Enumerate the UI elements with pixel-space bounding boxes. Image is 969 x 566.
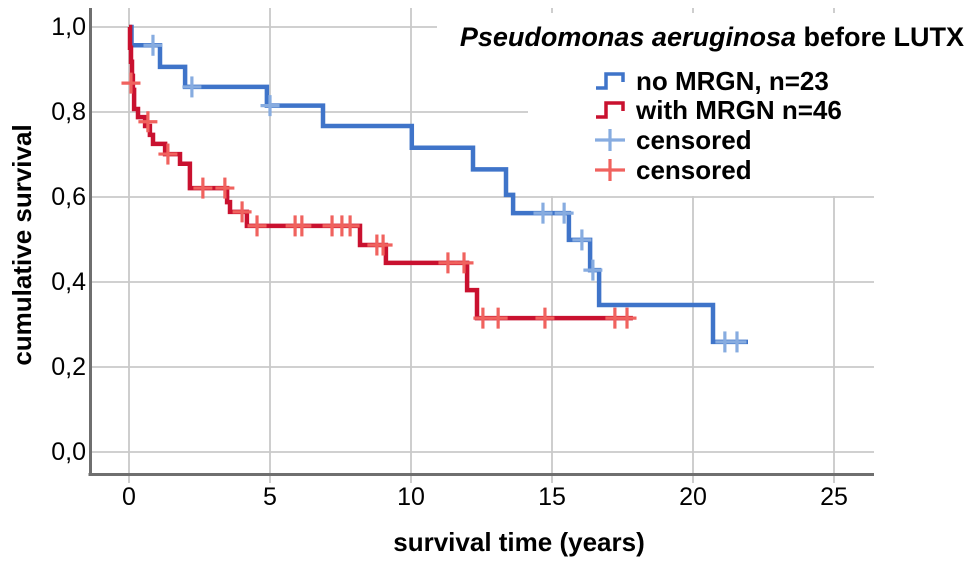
chart-title-species: Pseudomonas aeruginosa xyxy=(459,22,796,52)
y-tick-label-1_0: 1,0 xyxy=(51,13,86,41)
legend-label-no-mrgn: no MRGN, n=23 xyxy=(636,66,829,96)
y-tick-label-0_4: 0,4 xyxy=(51,268,86,296)
chart-title-suffix: before LUTX xyxy=(795,22,964,52)
y-tick-label-0_2: 0,2 xyxy=(51,353,86,381)
x-tick-label-5: 5 xyxy=(263,483,277,511)
axes xyxy=(88,8,874,483)
with-mrgn-censor-marks xyxy=(121,72,637,329)
legend-label-with-mrgn: with MRGN n=46 xyxy=(636,95,842,125)
y-axis-title: cumulative survival xyxy=(7,124,37,366)
chart-title: Pseudomonas aeruginosa before LUTX xyxy=(460,22,964,53)
legend-label-censored-red: censored xyxy=(636,155,752,185)
y-tick-label-0_6: 0,6 xyxy=(51,183,86,211)
y-tick-label-0_8: 0,8 xyxy=(51,98,86,126)
x-axis-title: survival time (years) xyxy=(393,527,645,557)
x-tick-label-20: 20 xyxy=(679,483,707,511)
legend-label-censored-blue: censored xyxy=(636,125,752,155)
legend-symbols xyxy=(595,72,625,181)
no-mrgn-censor-marks xyxy=(143,34,747,353)
label-backgrounds xyxy=(437,13,969,196)
y-tick-label-0_0: 0,0 xyxy=(51,438,86,466)
x-tick-label-15: 15 xyxy=(538,483,566,511)
x-tick-label-25: 25 xyxy=(820,483,848,511)
x-tick-label-10: 10 xyxy=(397,483,425,511)
x-tick-label-0: 0 xyxy=(122,483,136,511)
